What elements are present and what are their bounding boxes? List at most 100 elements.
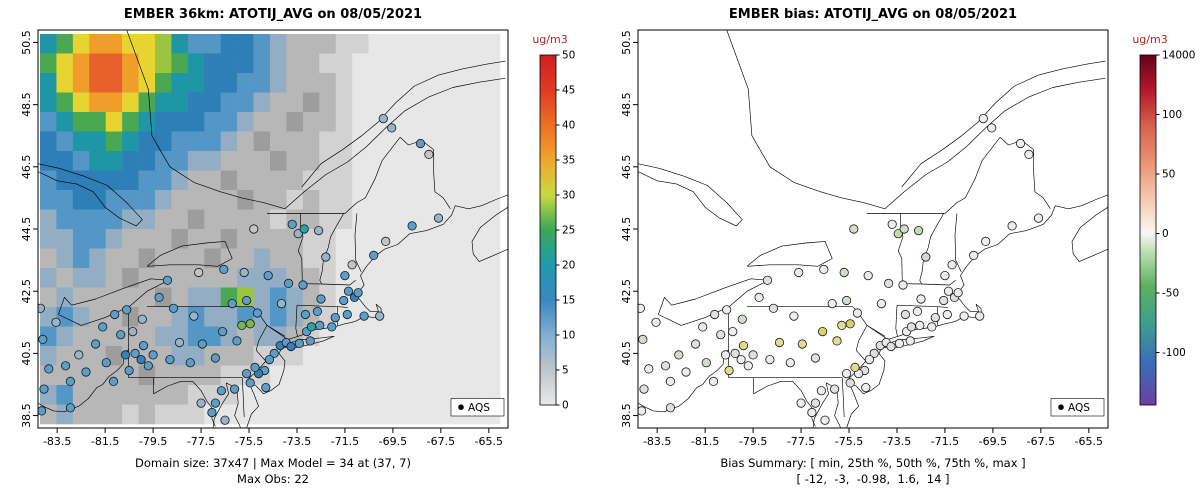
boundary-line: [297, 213, 304, 284]
aqs-station-point: [810, 353, 820, 363]
aqs-station-point: [816, 386, 826, 396]
boundary-line: [1071, 206, 1108, 262]
aqs-station-point: [369, 250, 379, 260]
aqs-legend: AQS: [450, 398, 505, 417]
boundary-line: [344, 136, 451, 214]
y-tick-label: 42.5: [620, 279, 633, 304]
colorbar-tick-label: 35: [562, 155, 575, 167]
aqs-station-point: [906, 322, 916, 332]
aqs-station-point: [359, 311, 369, 321]
aqs-station-point: [165, 354, 175, 365]
aqs-station-point: [347, 260, 357, 270]
aqs-station-point: [830, 384, 840, 394]
aqs-station-point: [894, 338, 904, 348]
boundary-line: [302, 280, 356, 286]
aqs-station-point: [227, 298, 237, 309]
colorbar-tick-label: 10: [562, 330, 575, 342]
aqs-station-point: [768, 303, 779, 313]
aqs-station-point: [312, 306, 322, 316]
boundary-line: [841, 377, 845, 418]
boundary-line: [241, 377, 245, 418]
aqs-station-point: [327, 322, 337, 332]
aqs-station-point: [120, 350, 131, 360]
colorbar: 14000 100 50 0 -50 -100: [1139, 50, 1195, 406]
boundary-line: [284, 77, 506, 210]
boundary-line: [954, 213, 962, 273]
aqs-station-point: [342, 309, 352, 320]
aqs-station-point: [748, 350, 758, 360]
caption-max-obs: Max Obs: 22: [237, 472, 309, 486]
boundary-line: [919, 213, 944, 285]
panel-title: EMBER bias: ATOTIJ_AVG on 08/05/2021: [728, 7, 1018, 22]
aqs-station-point: [893, 229, 903, 239]
boundary-line: [471, 206, 508, 262]
aqs-station-point: [305, 336, 315, 346]
legend-label: AQS: [468, 402, 490, 414]
aqs-station-point: [239, 267, 249, 278]
aqs-station-point: [818, 326, 828, 337]
aqs-station-point: [644, 364, 654, 374]
aqs-station-point: [245, 319, 255, 329]
aqs-station-point: [298, 280, 308, 290]
aqs-station-point: [1033, 213, 1044, 223]
boundary-line: [902, 280, 956, 286]
aqs-station-point: [51, 317, 61, 327]
aqs-station-point: [299, 224, 309, 234]
colorbar-tick-label: 30: [562, 190, 575, 202]
aqs-station-point: [249, 224, 259, 234]
aqs-station-point: [250, 362, 260, 372]
aqs-station-point: [660, 361, 671, 371]
aqs-station-point: [916, 294, 926, 304]
aqs-station-point: [940, 270, 950, 281]
bias-map-panel: EMBER bias: ATOTIJ_AVG on 08/05/2021 -83…: [600, 0, 1200, 502]
aqs-station-point: [216, 386, 226, 396]
colorbar: 0 5 10 15 20 25 30 35 40 45 50: [539, 50, 575, 412]
aqs-station-point: [283, 278, 294, 288]
x-tick-label: -71.5: [331, 435, 359, 448]
boundary-line: [846, 194, 1108, 428]
aqs-station-point: [820, 415, 830, 425]
y-tick-label: 38.5: [20, 403, 33, 428]
bias-map-canvas: -83.5 -81.5 -79.5 -77.5 -75.5 -73.5 -71.5 -69.5…: [620, 29, 1195, 448]
boundary-line: [38, 163, 143, 227]
aqs-station-point: [65, 376, 76, 386]
aqs-station-point: [130, 348, 140, 358]
y-tick-label: 46.5: [620, 155, 633, 180]
x-tick-label: -77.5: [787, 435, 815, 448]
colorbar-unit-label: ug/m3: [1132, 33, 1168, 46]
aqs-station-point: [785, 358, 795, 368]
aqs-station-point: [433, 213, 444, 223]
aqs-station-point: [899, 224, 909, 234]
boundary-line: [726, 30, 886, 210]
caption-domain-size: Domain size: 37x47 | Max Model = 34 at (…: [134, 456, 411, 470]
aqs-station-point: [128, 326, 138, 337]
aqs-station-point: [789, 311, 799, 321]
boundary-line: [753, 381, 816, 427]
model-concentration-raster: [40, 34, 501, 425]
aqs-station-point: [915, 320, 925, 330]
boundary-line: [301, 60, 506, 188]
aqs-station-point: [168, 303, 179, 313]
y-tick-label: 44.5: [20, 217, 33, 242]
aqs-station-point: [230, 384, 240, 394]
colorbar-gradient: [1139, 54, 1157, 406]
aqs-station-point: [101, 358, 111, 368]
colorbar-tick-label: 20: [562, 260, 575, 272]
x-tick-label: -71.5: [931, 435, 959, 448]
aqs-station-point: [665, 403, 676, 413]
aqs-station-point: [242, 368, 252, 379]
colorbar-tick-label: 15: [562, 295, 575, 307]
aqs-station-point: [321, 252, 331, 262]
caption-bias-values: [ -12, -3, -0.98, 1.6, 14 ]: [796, 472, 950, 486]
aqs-station-point: [827, 298, 837, 309]
x-tick-label: -65.5: [1075, 435, 1103, 448]
aqs-station-point: [197, 339, 207, 349]
aqs-station-point: [842, 368, 852, 379]
aqs-station-point: [898, 280, 908, 290]
aqs-station-point: [921, 252, 931, 262]
aqs-station-point: [294, 338, 304, 348]
boundary-line: [866, 325, 887, 339]
aqs-station-point: [638, 334, 648, 344]
aqs-station-point: [98, 322, 108, 332]
aqs-station-point: [943, 286, 954, 296]
